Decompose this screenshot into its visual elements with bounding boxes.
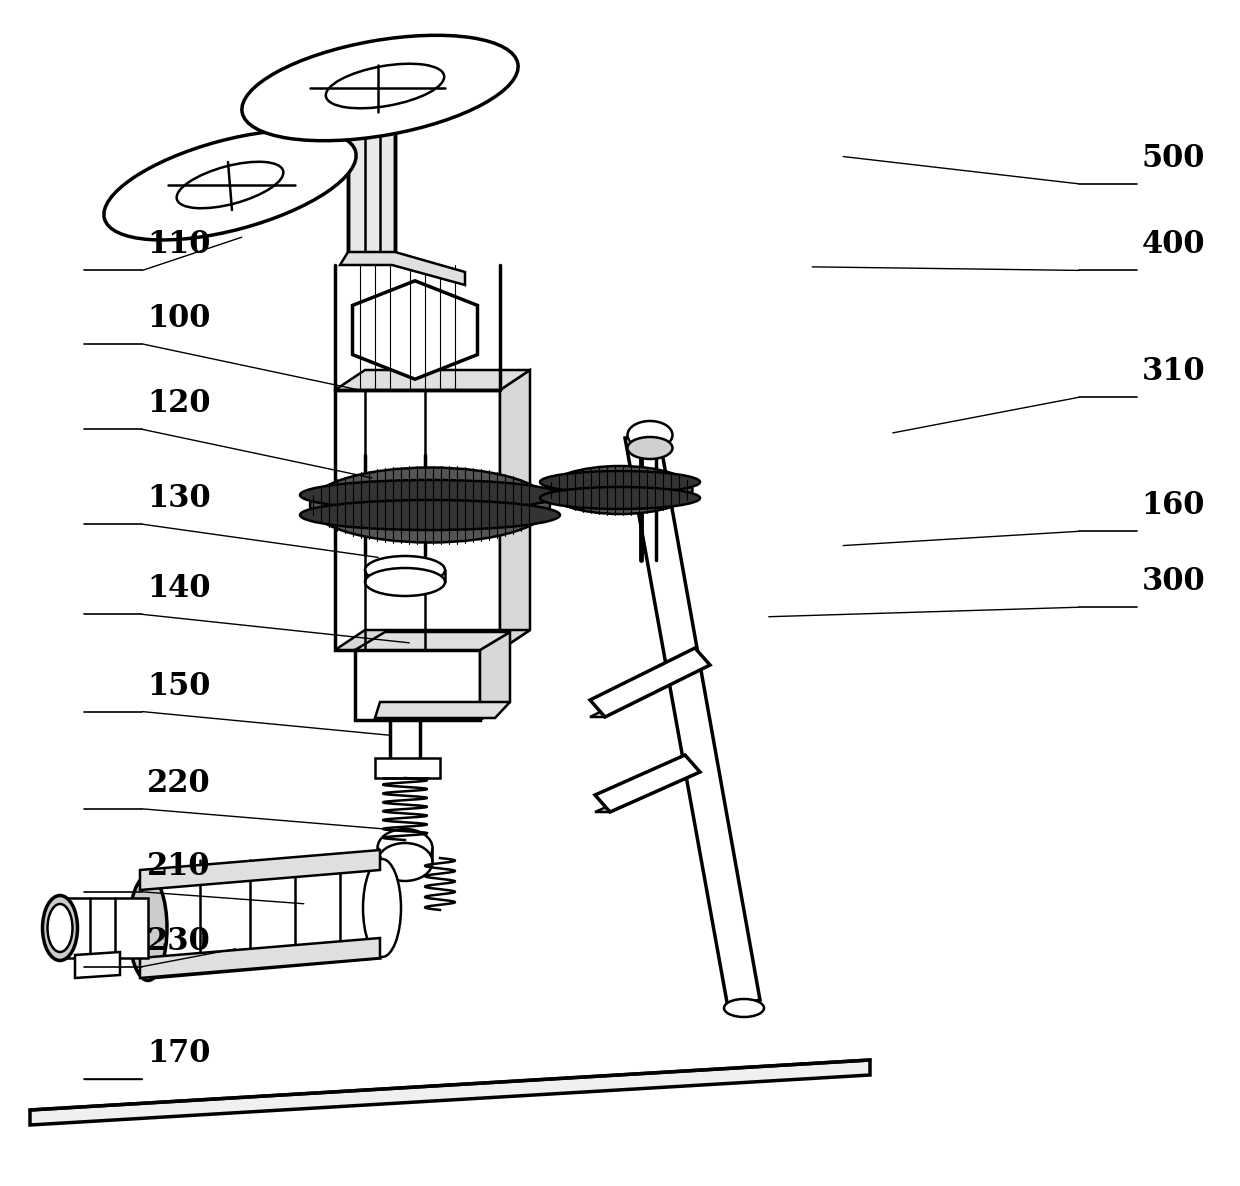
Ellipse shape xyxy=(310,467,551,542)
Ellipse shape xyxy=(539,471,701,493)
Text: 160: 160 xyxy=(1142,490,1205,522)
Polygon shape xyxy=(340,251,465,285)
Text: 150: 150 xyxy=(148,670,211,702)
Text: 400: 400 xyxy=(1142,229,1205,261)
Ellipse shape xyxy=(377,843,433,881)
Polygon shape xyxy=(595,755,701,812)
Polygon shape xyxy=(335,630,529,650)
Ellipse shape xyxy=(326,64,444,108)
Ellipse shape xyxy=(724,999,764,1018)
Polygon shape xyxy=(355,632,510,650)
Ellipse shape xyxy=(242,36,518,141)
Polygon shape xyxy=(348,120,396,259)
Polygon shape xyxy=(335,390,500,650)
Polygon shape xyxy=(150,857,379,978)
Polygon shape xyxy=(140,938,379,978)
Ellipse shape xyxy=(627,421,672,449)
Text: 110: 110 xyxy=(148,229,211,261)
Text: 130: 130 xyxy=(148,483,211,515)
Polygon shape xyxy=(352,281,477,380)
Text: 100: 100 xyxy=(148,302,211,334)
Text: 310: 310 xyxy=(1142,356,1205,388)
Ellipse shape xyxy=(47,904,72,952)
Ellipse shape xyxy=(176,161,284,209)
Polygon shape xyxy=(74,952,120,978)
Ellipse shape xyxy=(539,487,701,509)
Ellipse shape xyxy=(129,875,167,981)
Polygon shape xyxy=(335,370,529,390)
Ellipse shape xyxy=(42,895,77,961)
Polygon shape xyxy=(30,1060,870,1126)
Text: 220: 220 xyxy=(148,767,211,799)
Text: 120: 120 xyxy=(148,388,211,420)
Ellipse shape xyxy=(365,556,445,584)
Text: 210: 210 xyxy=(148,850,211,882)
Ellipse shape xyxy=(104,130,356,240)
Ellipse shape xyxy=(365,568,445,597)
Polygon shape xyxy=(140,850,379,890)
Text: 300: 300 xyxy=(1142,566,1205,598)
Polygon shape xyxy=(595,772,701,812)
Text: 230: 230 xyxy=(148,925,211,957)
Polygon shape xyxy=(625,431,760,1008)
Ellipse shape xyxy=(300,480,560,510)
Polygon shape xyxy=(374,702,510,718)
Text: 500: 500 xyxy=(1142,142,1205,174)
Polygon shape xyxy=(374,758,440,778)
Ellipse shape xyxy=(300,500,560,530)
Polygon shape xyxy=(480,632,510,720)
Text: 170: 170 xyxy=(148,1038,211,1070)
Polygon shape xyxy=(590,648,711,718)
Ellipse shape xyxy=(363,859,401,957)
Polygon shape xyxy=(500,370,529,650)
Ellipse shape xyxy=(627,436,672,459)
Text: 140: 140 xyxy=(148,573,211,605)
Polygon shape xyxy=(355,650,480,720)
Ellipse shape xyxy=(377,829,433,867)
Polygon shape xyxy=(590,665,711,718)
Ellipse shape xyxy=(548,466,692,514)
Polygon shape xyxy=(60,898,148,958)
